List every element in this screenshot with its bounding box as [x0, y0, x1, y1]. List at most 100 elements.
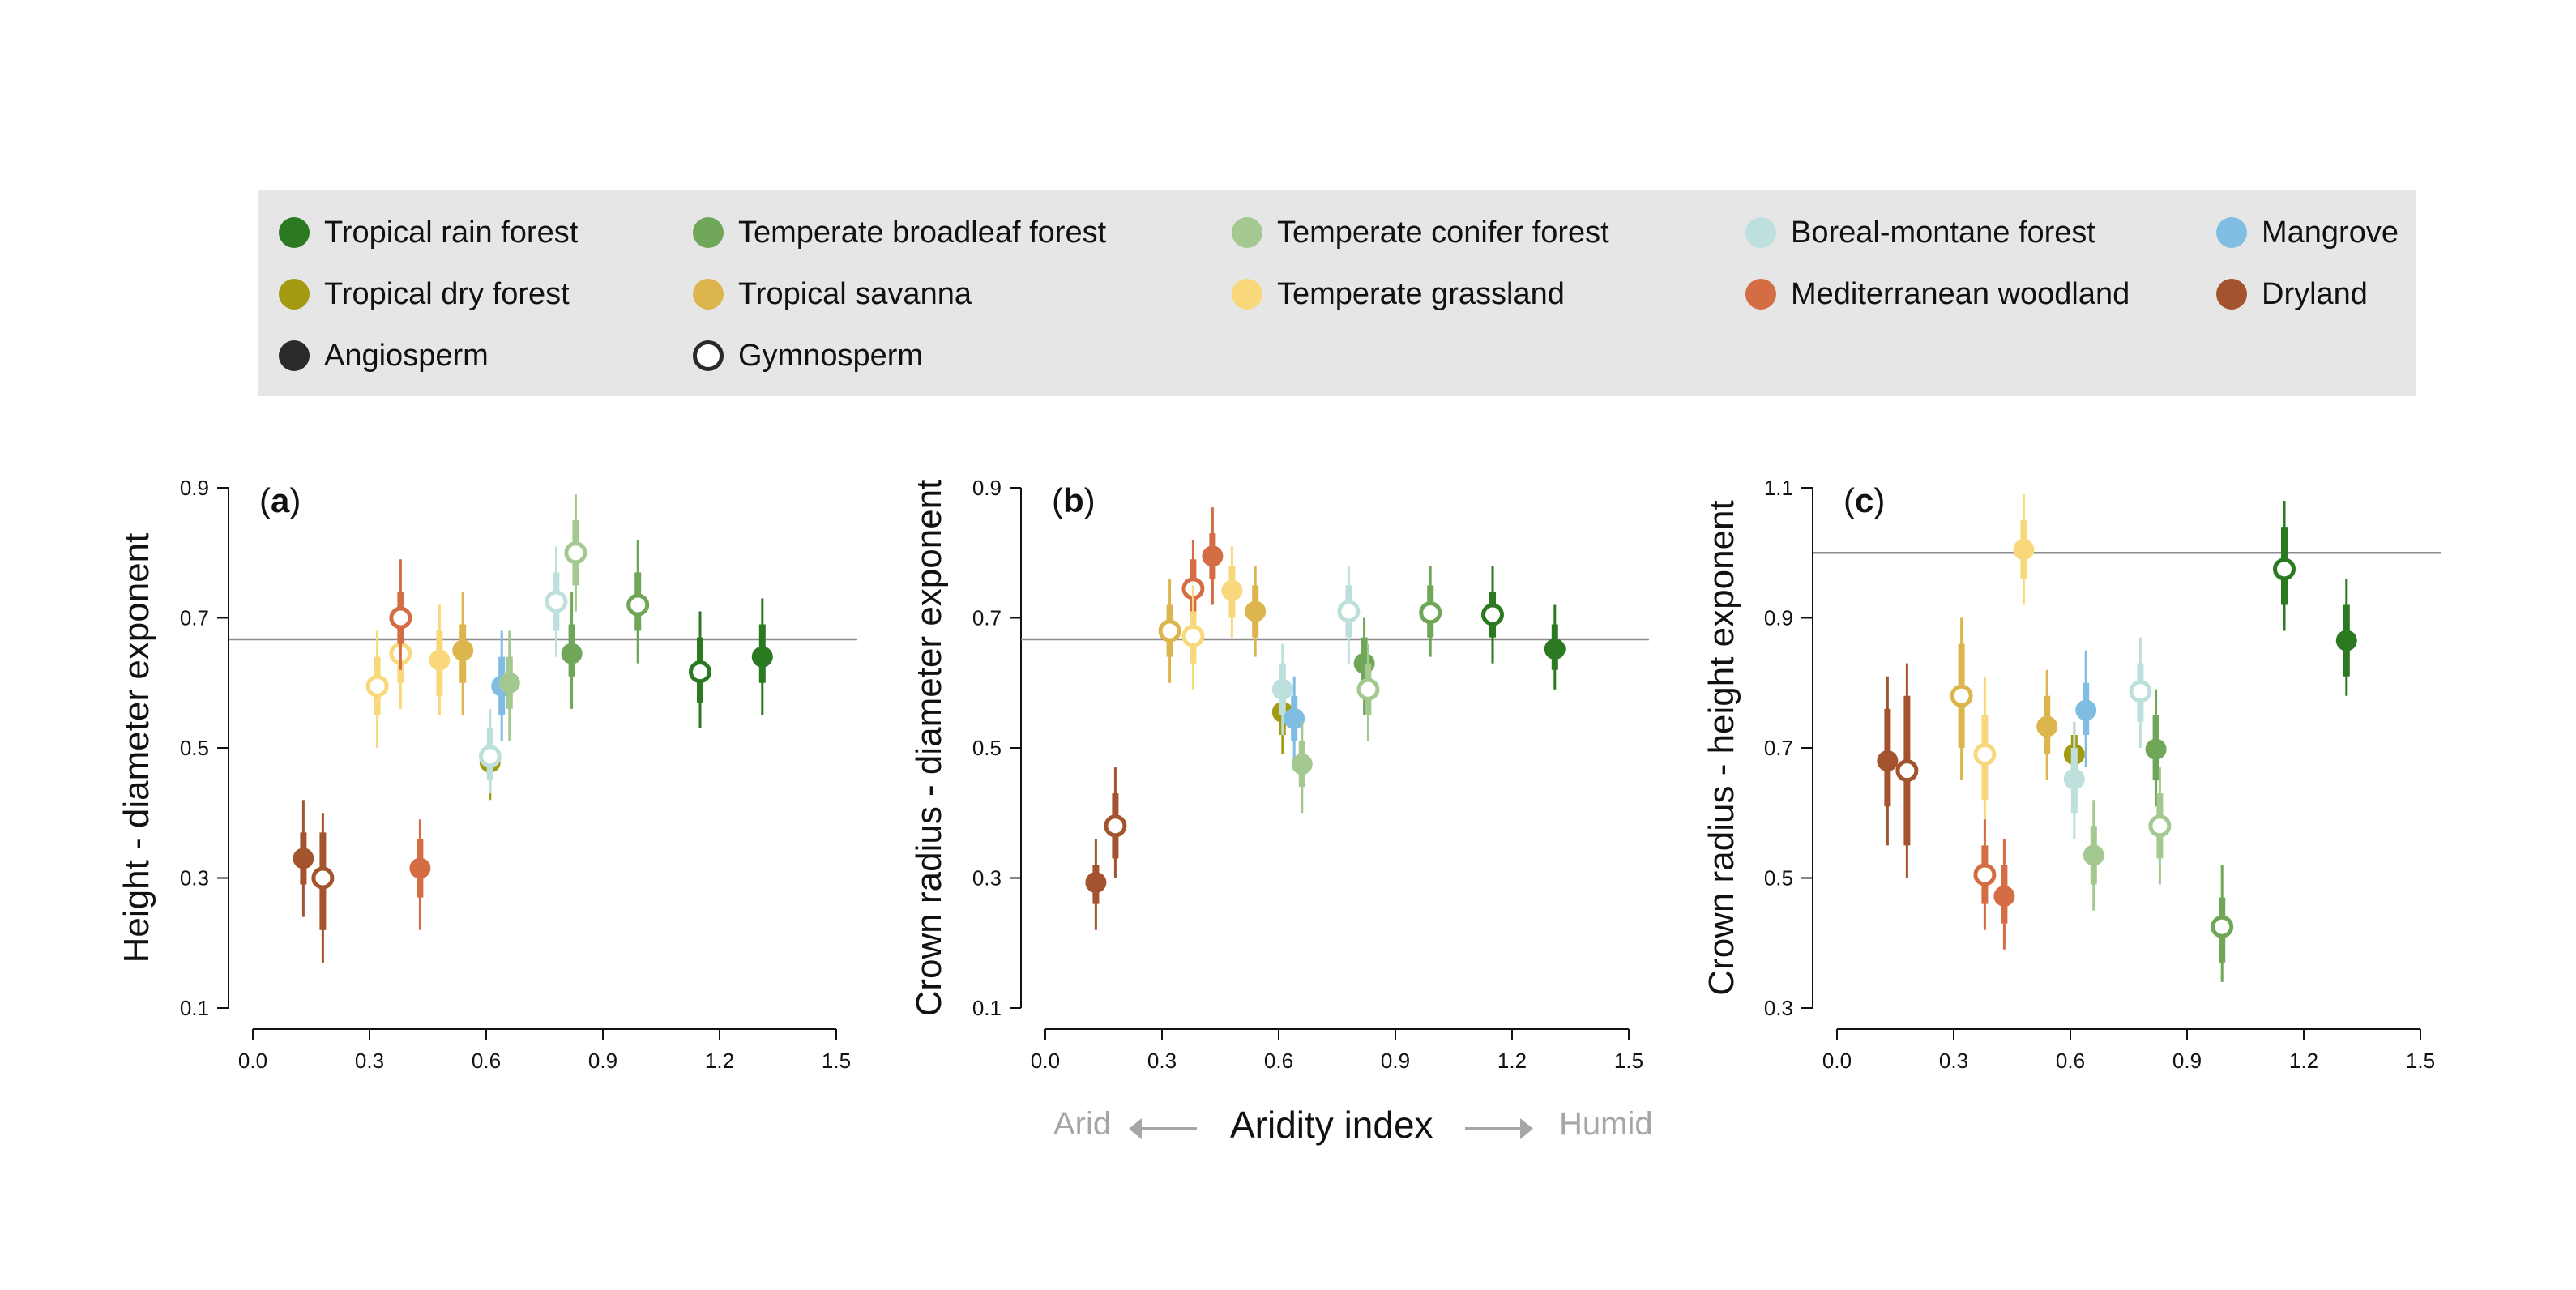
data-point [1419, 566, 1442, 657]
legend-label: Tropical savanna [738, 276, 972, 311]
x-tick-label: 1.2 [2289, 1049, 2318, 1073]
x-tick-label: 0.3 [355, 1049, 384, 1073]
panel-tag: (a) [259, 481, 301, 519]
legend-item: Mangrove [2216, 208, 2399, 257]
panel-b: 0.1 0.3 0.5 0.7 0.9 0.0 0.3 0.6 0.9 1.2 1.5 Crown r… [909, 476, 1649, 1073]
panel-tag-close: ) [1084, 481, 1096, 519]
data-point [564, 494, 587, 612]
angiosperm-marker [1284, 707, 1305, 729]
data-point [409, 819, 431, 930]
data-point [2013, 494, 2035, 605]
legend-label: Tropical rain forest [324, 215, 579, 250]
legend-item: Mediterranean woodland [1745, 270, 2130, 318]
y-tick-label: 0.3 [1764, 996, 1793, 1020]
panel-tag-letter: c [1855, 481, 1873, 519]
arid-label: Arid [1053, 1106, 1112, 1142]
angiosperm-marker [452, 639, 474, 661]
angiosperm-marker [498, 672, 520, 694]
legend-item: Tropical savanna [693, 270, 972, 318]
angiosperm-marker [2145, 738, 2167, 760]
legend-item: Tropical rain forest [279, 208, 578, 257]
y-axis-label: Crown radius - height exponent [1702, 500, 1741, 995]
angiosperm-marker [1202, 545, 1224, 567]
legend-swatch-icon [693, 217, 724, 248]
data-point [1221, 546, 1243, 638]
gymnosperm-marker [545, 590, 568, 613]
data-point [498, 630, 520, 741]
data-point [1973, 676, 1997, 833]
y-tick-label: 0.5 [180, 736, 209, 760]
angiosperm-marker [2335, 630, 2357, 651]
legend-swatch-icon [1232, 279, 1262, 310]
angiosperm-marker [1245, 600, 1267, 622]
x-tick-label: 0.9 [2172, 1049, 2202, 1073]
legend-label: Angiosperm [324, 338, 489, 373]
panel-tag-open: ( [1052, 481, 1063, 519]
gymnosperm-marker [1481, 603, 1504, 626]
y-tick-label: 0.5 [972, 736, 1002, 760]
data-point [2083, 800, 2104, 911]
gymnosperm-marker [1973, 743, 1997, 767]
data-point [2273, 501, 2296, 631]
data-point [2211, 865, 2234, 982]
angiosperm-marker [751, 646, 773, 668]
data-point [2129, 637, 2152, 748]
legend-swatch-icon [279, 340, 310, 371]
angiosperm-marker [1271, 678, 1293, 700]
legend-label: Temperate grassland [1277, 276, 1565, 311]
data-point [2148, 767, 2172, 885]
humid-label: Humid [1559, 1106, 1653, 1142]
panel-tag: (b) [1052, 481, 1096, 519]
data-point [1877, 676, 1899, 846]
legend-item: Boreal-montane forest [1745, 208, 2095, 257]
gymnosperm-marker [2129, 680, 2152, 703]
data-point [1104, 767, 1127, 878]
angiosperm-marker [1221, 579, 1243, 601]
y-tick-label: 0.9 [180, 476, 209, 500]
angiosperm-marker [1085, 872, 1107, 894]
x-axis-label: Aridity index [1230, 1104, 1433, 1146]
legend-swatch-icon [2216, 279, 2247, 310]
angiosperm-marker [1993, 885, 2015, 907]
x-tick-label: 1.5 [822, 1049, 851, 1073]
data-point [293, 800, 314, 917]
gymnosperm-marker [1419, 601, 1442, 625]
y-tick-label: 0.9 [1764, 606, 1793, 630]
gymnosperm-marker [1181, 624, 1205, 647]
x-tick-label: 0.0 [238, 1049, 267, 1073]
data-point [1356, 643, 1380, 741]
data-point [1291, 721, 1313, 814]
data-point [1337, 566, 1361, 664]
x-tick-label: 0.6 [472, 1049, 501, 1073]
data-point [311, 813, 335, 963]
x-tick-label: 0.6 [1264, 1049, 1293, 1073]
x-tick-label: 1.5 [2406, 1049, 2435, 1073]
panel-a: 0.1 0.3 0.5 0.7 0.9 0.0 0.3 0.6 0.9 1.2 1.5 Height … [117, 476, 857, 1073]
gymnosperm-marker [1973, 863, 1997, 886]
panel-tag-open: ( [1843, 481, 1855, 519]
gymnosperm-marker [1895, 759, 1919, 783]
data-point [1481, 566, 1504, 664]
data-point [1353, 617, 1375, 715]
data-point [626, 540, 650, 664]
data-point [545, 546, 568, 657]
gymnosperm-marker [1337, 600, 1361, 623]
legend-swatch-icon [279, 217, 310, 248]
angiosperm-marker [1291, 754, 1313, 775]
data-point [561, 592, 583, 709]
y-tick-label: 0.3 [180, 866, 209, 891]
y-tick-label: 0.5 [1764, 866, 1793, 891]
legend-item: Gymnosperm [693, 331, 923, 380]
legend-label: Mangrove [2262, 215, 2399, 250]
gymnosperm-marker [1356, 677, 1380, 701]
gymnosperm-marker [2211, 915, 2234, 938]
angiosperm-marker [409, 857, 431, 879]
legend-item: Temperate broadleaf forest [693, 208, 1106, 257]
y-tick-label: 1.1 [1764, 476, 1793, 500]
legend-swatch-icon [1745, 279, 1776, 310]
legend-swatch-icon [279, 279, 310, 310]
data-point [1284, 676, 1305, 762]
angiosperm-marker [561, 643, 583, 664]
gymnosperm-marker [365, 674, 389, 698]
